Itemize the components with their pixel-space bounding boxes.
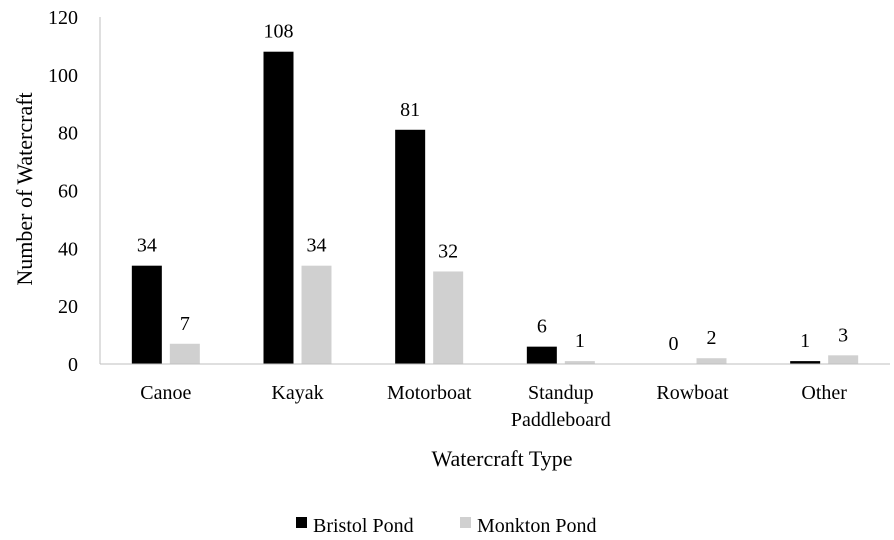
data-label: 2: [707, 327, 717, 349]
data-label: 108: [264, 21, 294, 43]
legend-label: Bristol Pond: [313, 515, 414, 537]
category-label: Other: [801, 382, 847, 404]
data-label: 1: [800, 330, 810, 352]
data-label: 81: [400, 99, 420, 121]
data-label: 32: [438, 240, 458, 262]
y-tick-label: 100: [48, 65, 78, 87]
y-axis-title: Number of Watercraft: [12, 92, 37, 285]
data-label: 0: [669, 333, 679, 355]
bar-series-1: [263, 51, 294, 364]
y-tick-label: 0: [68, 354, 78, 376]
bar-series-1: [790, 361, 821, 364]
x-axis-title: Watercraft Type: [431, 446, 572, 471]
category-labels: Canoe Kayak Motorboat Standup Paddleboard Row…: [140, 382, 847, 431]
y-tick-label: 80: [58, 123, 78, 145]
category-label: Canoe: [140, 382, 191, 404]
category-label: Standup Paddleboard: [511, 382, 611, 431]
y-tick-label: 120: [48, 7, 78, 29]
bar-series-1: [395, 129, 426, 364]
data-label: 6: [537, 316, 547, 338]
legend-swatch: [296, 517, 307, 528]
legend-label: Monkton Pond: [477, 515, 596, 537]
bar-series-2: [433, 271, 464, 364]
bar-series-2: [564, 361, 595, 364]
y-tick-label: 40: [58, 238, 78, 260]
data-label: 1: [575, 330, 585, 352]
data-label: 34: [137, 235, 157, 257]
category-label: Motorboat: [387, 382, 472, 404]
bar-series-2: [696, 358, 727, 364]
bars: [131, 51, 859, 364]
bar-series-2: [169, 343, 200, 364]
data-label: 7: [180, 313, 190, 335]
data-label: 34: [307, 235, 327, 257]
category-label: Rowboat: [656, 382, 729, 404]
bar-series-2: [828, 355, 859, 364]
y-tick-labels: 0 20 40 60 80 100 120: [48, 7, 78, 376]
category-label: Kayak: [271, 382, 323, 404]
bar-series-1: [131, 265, 162, 364]
data-labels: 34 7 108 34 81 32 6 1 0 2 1 3: [137, 21, 848, 355]
y-tick-label: 20: [58, 296, 78, 318]
legend-swatch: [460, 517, 471, 528]
bar-series-2: [301, 265, 332, 364]
bar-series-1: [526, 346, 557, 364]
data-label: 3: [838, 324, 848, 346]
y-axis-title-group: Number of Watercraft: [12, 92, 37, 285]
legend: Bristol Pond Monkton Pond: [296, 515, 596, 537]
y-tick-label: 60: [58, 181, 78, 203]
